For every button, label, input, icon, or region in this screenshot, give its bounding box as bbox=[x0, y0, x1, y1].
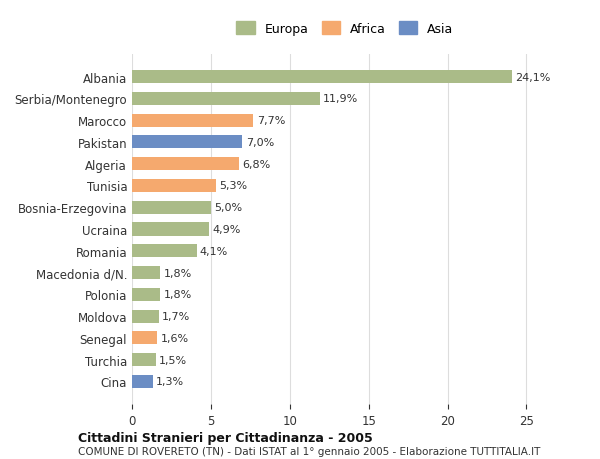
Text: 7,0%: 7,0% bbox=[245, 138, 274, 148]
Text: 1,6%: 1,6% bbox=[160, 333, 188, 343]
Bar bbox=[132, 93, 320, 106]
Legend: Europa, Africa, Asia: Europa, Africa, Asia bbox=[230, 16, 460, 42]
Bar bbox=[132, 158, 239, 171]
Text: 5,0%: 5,0% bbox=[214, 203, 242, 213]
Bar bbox=[132, 331, 157, 345]
Text: 1,8%: 1,8% bbox=[164, 268, 192, 278]
Bar bbox=[132, 353, 155, 366]
Text: 24,1%: 24,1% bbox=[515, 73, 551, 83]
Text: 1,7%: 1,7% bbox=[162, 311, 190, 321]
Bar bbox=[132, 288, 160, 301]
Text: Cittadini Stranieri per Cittadinanza - 2005: Cittadini Stranieri per Cittadinanza - 2… bbox=[78, 431, 373, 444]
Text: 1,5%: 1,5% bbox=[159, 355, 187, 365]
Bar bbox=[132, 201, 211, 214]
Bar bbox=[132, 375, 152, 388]
Text: 11,9%: 11,9% bbox=[323, 94, 358, 104]
Bar bbox=[132, 136, 242, 149]
Text: 1,3%: 1,3% bbox=[155, 376, 184, 386]
Text: 4,9%: 4,9% bbox=[212, 224, 241, 235]
Bar bbox=[132, 114, 253, 128]
Text: 7,7%: 7,7% bbox=[257, 116, 285, 126]
Text: 6,8%: 6,8% bbox=[242, 159, 271, 169]
Text: 5,3%: 5,3% bbox=[219, 181, 247, 191]
Bar bbox=[132, 266, 160, 280]
Bar bbox=[132, 310, 159, 323]
Text: 1,8%: 1,8% bbox=[164, 290, 192, 300]
Bar bbox=[132, 245, 197, 258]
Bar bbox=[132, 71, 512, 84]
Text: 4,1%: 4,1% bbox=[200, 246, 228, 256]
Bar bbox=[132, 223, 209, 236]
Bar bbox=[132, 179, 215, 193]
Text: COMUNE DI ROVERETO (TN) - Dati ISTAT al 1° gennaio 2005 - Elaborazione TUTTITALI: COMUNE DI ROVERETO (TN) - Dati ISTAT al … bbox=[78, 447, 541, 456]
